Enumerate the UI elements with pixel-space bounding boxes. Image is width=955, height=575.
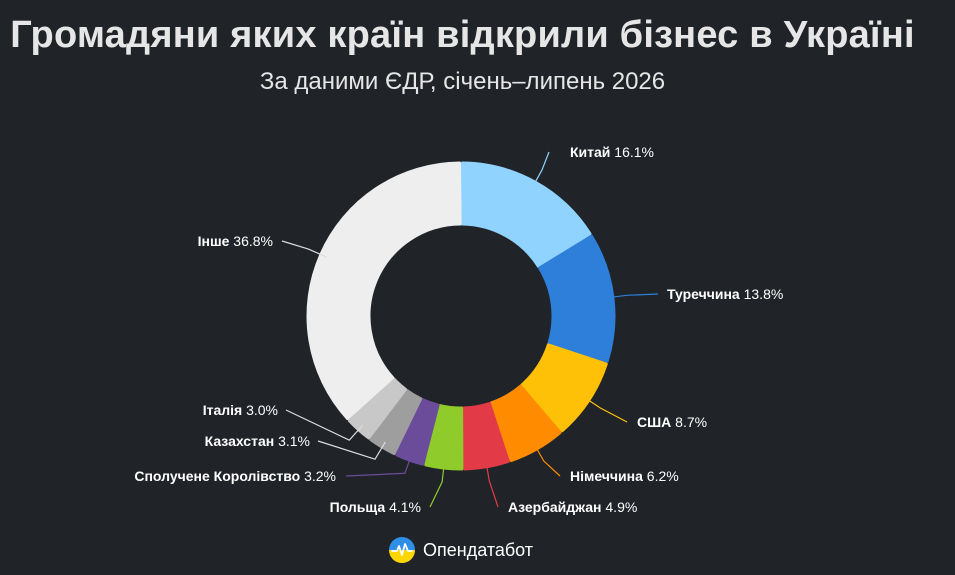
slice-1[interactable] xyxy=(460,161,592,269)
slice-label-7: Сполучене Королівство 3.2% xyxy=(134,468,336,484)
brand-footer: Опендатабот xyxy=(388,536,533,564)
chart-subtitle: За даними ЄДР, січень–липень 2026 xyxy=(259,68,666,95)
leader-line-10 xyxy=(281,240,327,258)
leader-line-8 xyxy=(317,440,386,460)
slice-7[interactable] xyxy=(395,397,440,466)
slice-3[interactable] xyxy=(520,343,608,433)
slice-label-1: Китай 16.1% xyxy=(570,144,654,160)
chart-title: Громадяни яких країн відкрили бізнес в У… xyxy=(10,14,915,56)
slice-4[interactable] xyxy=(489,384,562,463)
slice-label-6: Польща 4.1% xyxy=(330,499,421,515)
slice-2[interactable] xyxy=(538,234,616,363)
leader-line-1 xyxy=(531,151,550,188)
leader-line-4 xyxy=(533,443,561,477)
slice-label-2: Туреччина 13.8% xyxy=(667,286,783,302)
slice-10[interactable] xyxy=(306,161,462,421)
slice-8[interactable] xyxy=(369,388,423,456)
slice-label-10: Інше 36.8% xyxy=(198,233,273,249)
slice-label-4: Німеччина 6.2% xyxy=(570,468,679,484)
slice-label-5: Азербайджан 4.9% xyxy=(508,499,637,515)
leader-line-6 xyxy=(429,461,445,508)
leader-line-5 xyxy=(485,460,499,508)
slice-label-8: Казахстан 3.1% xyxy=(205,433,310,449)
slice-label-9: Італія 3.0% xyxy=(203,402,278,418)
leader-line-2 xyxy=(606,293,659,299)
slice-5[interactable] xyxy=(461,401,510,471)
opendatabot-logo-icon xyxy=(389,537,415,563)
slice-6[interactable] xyxy=(424,404,464,471)
leader-line-3 xyxy=(583,396,628,423)
brand-name: Опендатабот xyxy=(423,539,534,560)
slice-9[interactable] xyxy=(347,377,407,440)
slice-label-3: США 8.7% xyxy=(637,414,707,430)
leader-line-9 xyxy=(285,409,364,441)
leader-line-7 xyxy=(345,454,413,477)
